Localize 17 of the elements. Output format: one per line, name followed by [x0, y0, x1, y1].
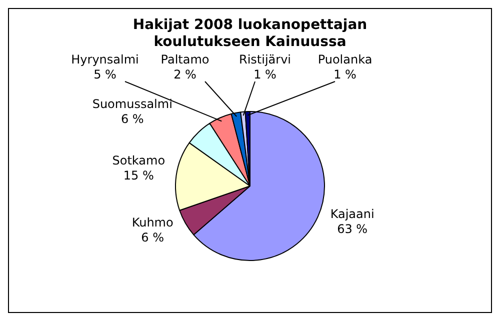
slice-label: Hyrynsalmi [71, 52, 139, 66]
data-label: 6 % [141, 230, 164, 244]
slice-label: Suomussalmi [92, 97, 172, 112]
chart-title: Hakijat 2008 luokanopettajan koulutukseen Kainuussa [132, 17, 368, 51]
data-label: 1 % [254, 68, 276, 82]
slice-label: Puolanka [318, 52, 372, 66]
slice-label: Kuhmo [132, 215, 174, 230]
data-label: 1 % [334, 68, 356, 82]
data-label: 2 % [174, 68, 196, 82]
slice-label: Sotkamo [112, 153, 166, 168]
slice-label: Paltamo [160, 52, 210, 66]
slice-label: Kajaani [330, 207, 374, 222]
slice-label: Ristijärvi [238, 52, 292, 66]
data-label: 63 % [337, 222, 368, 236]
data-label: 5 % [94, 68, 116, 82]
data-label: 6 % [120, 112, 144, 126]
data-label: 15 % [123, 168, 154, 182]
